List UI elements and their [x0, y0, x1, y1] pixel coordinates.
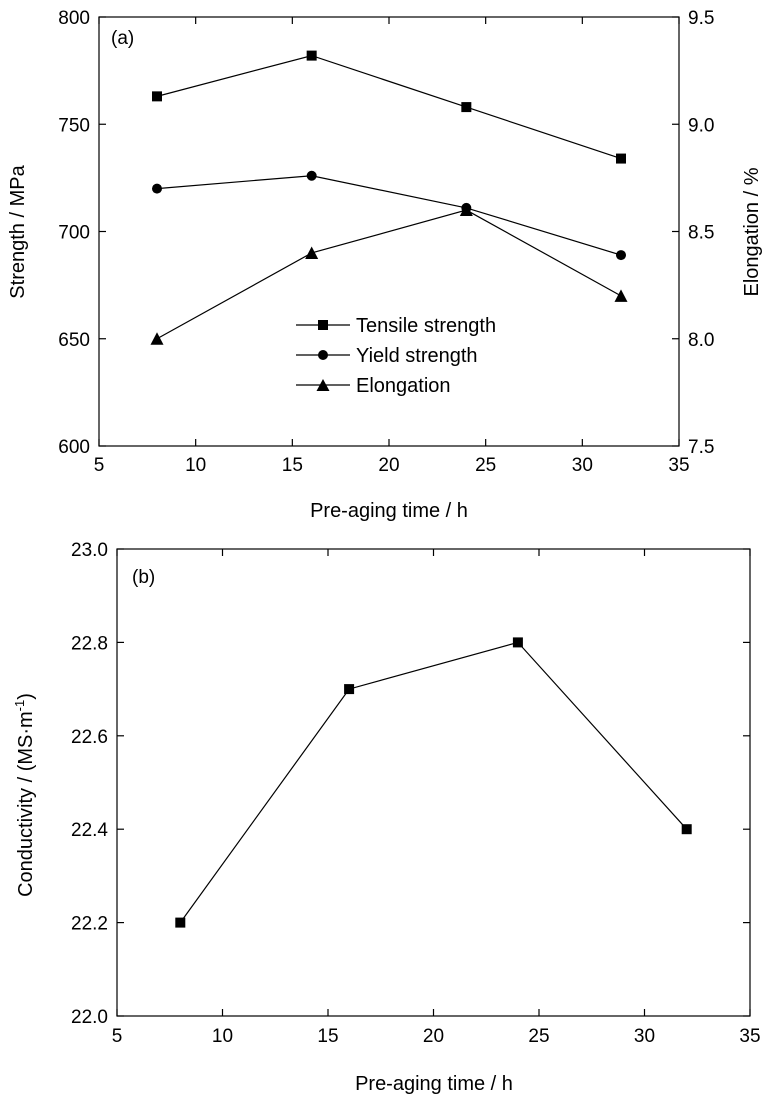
series-yield-strength [152, 170, 626, 261]
x-tick-label: 30 [572, 455, 593, 476]
chart-a-ticks [98, 16, 680, 447]
chart-b-plot-frame [116, 548, 751, 1017]
chart-b: 5 10 15 20 25 30 35 22.0 22.2 22.4 22.6 22.8 23.0 (b… [12, 540, 761, 1095]
series-line-conductivity [179, 641, 688, 923]
y-tick-label: 600 [58, 437, 90, 458]
y-tick-label: 22.6 [71, 727, 108, 748]
data-point-elongation [150, 332, 164, 345]
legend-label-elongation: Elongation [356, 375, 451, 397]
series-line-elongation [156, 209, 622, 340]
data-point-tensile-strength [616, 153, 626, 164]
legend-marker-circle [318, 350, 328, 360]
chart-a-x-axis-title: Pre-aging time / h [310, 500, 468, 522]
x-tick-label: 15 [282, 455, 303, 476]
y-tick-label: 700 [58, 223, 90, 244]
y2-tick-label: 8.5 [688, 223, 714, 244]
y2-tick-label: 9.5 [688, 8, 714, 29]
legend-label-yield-strength: Yield strength [356, 345, 478, 367]
chart-b-y-axis-title-tail: ) [15, 693, 37, 700]
y-tick-label: 650 [58, 330, 90, 351]
y-tick-label: 22.2 [71, 914, 108, 935]
chart-a-legend: Tensile strength Yield strength Elongati… [296, 315, 496, 397]
series-line-yield-strength [156, 175, 622, 256]
legend-marker-triangle [316, 379, 330, 391]
chart-a-panel-label: (a) [111, 28, 134, 49]
data-point-yield-strength [152, 183, 162, 194]
data-point-yield-strength [616, 250, 626, 261]
chart-a-y2-axis-title: Elongation / % [741, 167, 763, 296]
x-tick-label: 20 [423, 1026, 444, 1047]
chart-b-tick-labels: 5 10 15 20 25 30 35 22.0 22.2 22.4 22.6 22.8 23.0 [71, 540, 761, 1047]
chart-b-y-axis-title-main: Conductivity / (MS·m [15, 711, 37, 897]
x-tick-label: 10 [212, 1026, 233, 1047]
y2-tick-label: 7.5 [688, 437, 714, 458]
data-point-conductivity [344, 684, 355, 695]
data-point-elongation [614, 289, 628, 302]
series-line-tensile-strength [156, 54, 622, 160]
series-elongation [150, 203, 628, 345]
chart-a: 5 10 15 20 25 30 35 600 650 700 750 800 7.5 8.0 8.5 9.0… [7, 8, 763, 522]
x-tick-label: 30 [634, 1026, 655, 1047]
y-tick-label: 23.0 [71, 540, 108, 561]
series-conductivity [175, 637, 692, 928]
chart-b-panel-label: (b) [132, 567, 155, 588]
x-tick-label: 35 [668, 455, 689, 476]
y-tick-label: 750 [58, 115, 90, 136]
x-tick-label: 15 [317, 1026, 338, 1047]
y-tick-label: 800 [58, 8, 90, 29]
y-tick-label: 22.8 [71, 633, 108, 654]
y-tick-label: 22.0 [71, 1007, 108, 1028]
legend-entry-elongation: Elongation [296, 375, 451, 397]
data-point-tensile-strength [152, 91, 162, 102]
data-point-tensile-strength [306, 50, 317, 61]
y-tick-label: 22.4 [71, 820, 108, 841]
x-tick-label: 25 [528, 1026, 549, 1047]
chart-a-tick-labels: 5 10 15 20 25 30 35 600 650 700 750 800 7.5 8.0 8.5 9.0… [58, 8, 714, 476]
data-point-elongation [305, 246, 319, 259]
chart-b-series [175, 637, 692, 928]
x-tick-label: 20 [378, 455, 399, 476]
data-point-elongation [459, 203, 473, 217]
x-tick-label: 25 [475, 455, 496, 476]
data-point-conductivity [512, 637, 523, 648]
x-tick-label: 35 [739, 1026, 760, 1047]
y2-tick-label: 9.0 [688, 115, 714, 136]
chart-a-series [150, 50, 628, 345]
data-point-yield-strength [306, 170, 317, 181]
data-point-conductivity [681, 824, 692, 835]
chart-b-ticks [116, 548, 751, 1017]
chart-b-y-axis-title-superscript: -1 [12, 700, 27, 712]
legend-entry-yield-strength: Yield strength [296, 345, 478, 367]
x-tick-label: 5 [94, 455, 105, 476]
chart-b-y-axis-title: Conductivity / (MS·m-1) [12, 693, 37, 897]
x-tick-label: 5 [112, 1026, 123, 1047]
x-tick-label: 10 [185, 455, 206, 476]
data-point-conductivity [175, 917, 186, 928]
chart-b-x-axis-title: Pre-aging time / h [355, 1073, 513, 1095]
y2-tick-label: 8.0 [688, 330, 714, 351]
chart-a-y-axis-title: Strength / MPa [7, 164, 29, 298]
legend-label-tensile-strength: Tensile strength [356, 315, 496, 337]
legend-entry-tensile-strength: Tensile strength [296, 315, 496, 337]
series-tensile-strength [152, 50, 626, 164]
data-point-tensile-strength [461, 102, 472, 113]
legend-marker-square [318, 320, 328, 330]
